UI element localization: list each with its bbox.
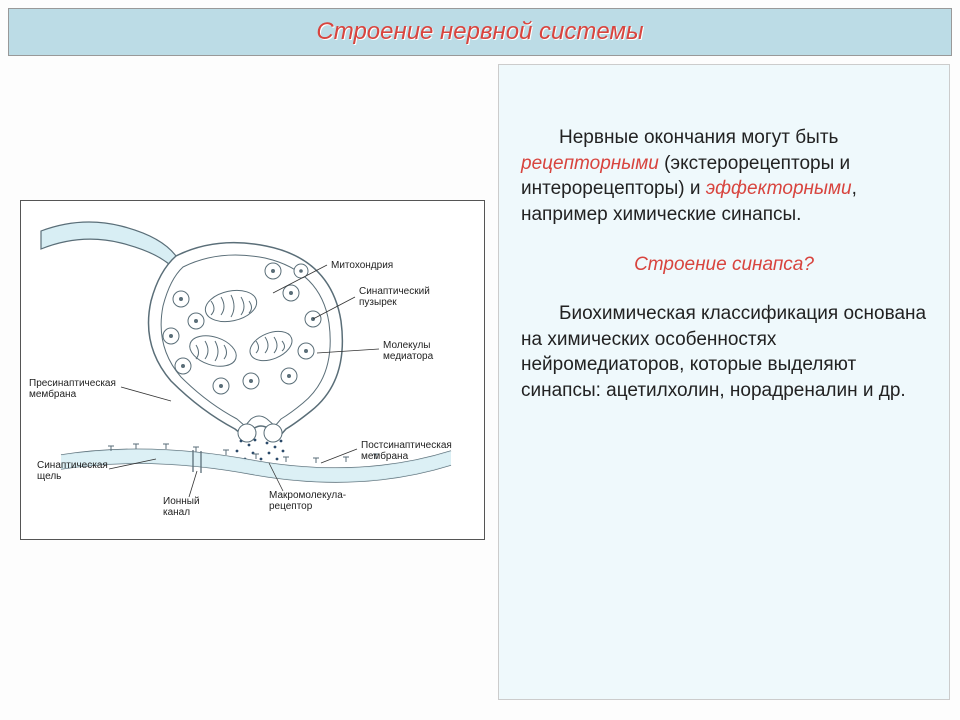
- label-mitochondria: Митохондрия: [331, 261, 393, 272]
- label-synaptic-cleft: Синаптическая щель: [37, 461, 108, 482]
- label-ion-channel: Ионный канал: [163, 497, 200, 518]
- label-presynaptic-membrane: Пресинаптическая мембрана: [29, 379, 116, 400]
- title-bar: Строение нервной системы: [8, 8, 952, 56]
- page-title: Строение нервной системы: [316, 18, 643, 46]
- paragraph-1: Нервные окончания могут быть рецепторным…: [521, 125, 927, 228]
- subheading: Строение синапса?: [521, 252, 927, 278]
- synapse-svg: [21, 201, 486, 541]
- text-panel: Нервные окончания могут быть рецепторным…: [498, 64, 950, 700]
- p1-keyword-1: рецепторными: [521, 153, 659, 174]
- label-macromolecule-receptor: Макромолекула- рецептор: [269, 491, 346, 512]
- synapse-diagram: Митохондрия Синаптический пузырек Молеку…: [20, 200, 485, 540]
- label-postsynaptic-membrane: Постсинаптическая мембрана: [361, 441, 452, 462]
- p1-prefix: Нервные окончания могут быть: [559, 127, 838, 148]
- label-synaptic-vesicle: Синаптический пузырек: [359, 287, 430, 308]
- paragraph-2: Биохимическая классификация основана на …: [521, 301, 927, 404]
- p2-text: Биохимическая классификация основана на …: [521, 303, 926, 401]
- p1-keyword-2: эффекторными: [706, 178, 852, 199]
- label-mediator-molecules: Молекулы медиатора: [383, 341, 433, 362]
